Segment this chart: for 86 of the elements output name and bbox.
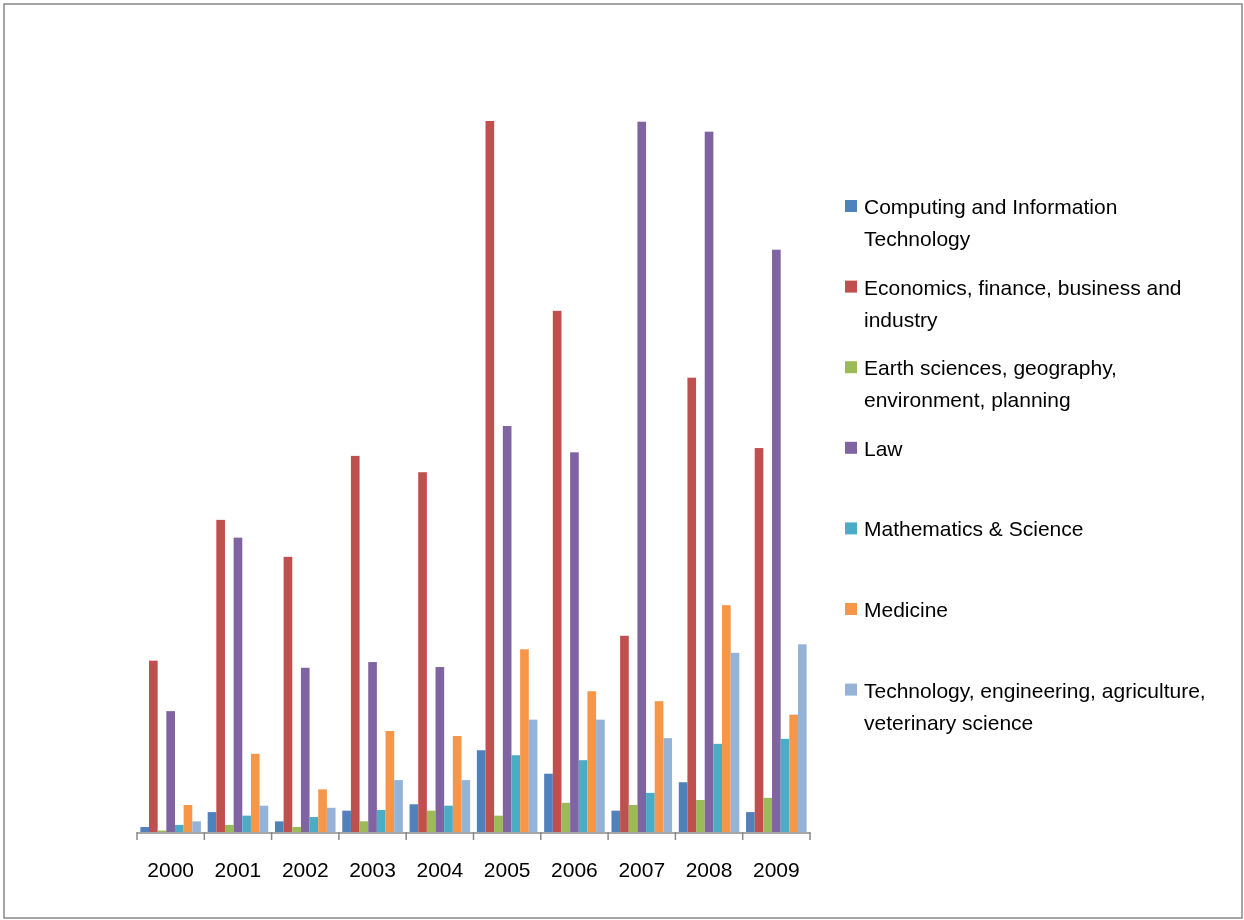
legend-label: Technology, engineering, agriculture, veterinary science <box>864 678 1206 734</box>
bar <box>452 736 462 832</box>
bar <box>216 519 225 832</box>
bar <box>722 605 731 832</box>
bar <box>746 812 755 832</box>
bar <box>183 804 193 832</box>
x-tick-label: 2002 <box>281 858 329 881</box>
bar <box>511 755 521 832</box>
bar <box>250 753 260 832</box>
x-tick-label: 2009 <box>752 858 800 881</box>
bar <box>224 824 234 832</box>
bar <box>520 649 529 832</box>
bar <box>789 714 798 832</box>
x-tick-label: 2007 <box>618 858 666 881</box>
bar <box>326 807 336 832</box>
bar <box>780 738 790 832</box>
x-tick-label: 2000 <box>147 858 195 881</box>
bar <box>342 810 351 832</box>
x-tick-label: 2006 <box>551 858 598 881</box>
bar <box>242 815 251 832</box>
x-tick-label: 2008 <box>685 858 733 881</box>
x-tick-label: 2001 <box>214 858 262 881</box>
bar <box>192 821 201 832</box>
bar <box>646 792 655 832</box>
bar <box>149 660 158 832</box>
bar <box>654 701 664 832</box>
bar <box>233 537 243 832</box>
bar <box>763 797 773 832</box>
bar <box>663 738 673 832</box>
bar <box>620 635 629 832</box>
x-tick-label: 2003 <box>349 858 396 881</box>
bar <box>552 310 562 832</box>
bar <box>426 810 436 832</box>
x-tick-label: 2004 <box>416 858 464 881</box>
bar <box>628 804 638 832</box>
legend-label: Earth sciences, geography, environment, planning <box>864 355 1117 411</box>
bar <box>140 827 150 832</box>
x-tick-label: 2005 <box>483 858 531 881</box>
bar <box>797 644 807 832</box>
legend-label: Mathematics & Science <box>864 516 1084 540</box>
bar <box>166 711 175 832</box>
bar <box>754 448 764 832</box>
bar <box>394 780 403 832</box>
bar <box>259 805 269 832</box>
legend-label: Computing and Information Technology <box>864 194 1118 250</box>
bar <box>611 810 621 832</box>
bar <box>587 691 597 832</box>
bar <box>696 800 705 832</box>
bar <box>544 773 553 832</box>
legend-label: Economics, finance, business and industry <box>864 275 1182 331</box>
bar <box>359 821 369 832</box>
legend-label: Medicine <box>864 597 949 621</box>
bar <box>174 824 184 832</box>
bar <box>678 782 688 832</box>
bar <box>494 815 503 832</box>
bar <box>476 750 486 832</box>
bar <box>376 809 386 832</box>
bar <box>418 472 427 832</box>
bar <box>368 662 377 832</box>
bar <box>730 652 740 832</box>
bar <box>570 452 579 832</box>
bar <box>561 802 571 832</box>
bar <box>318 789 327 832</box>
bar <box>772 249 781 832</box>
bar <box>300 667 310 832</box>
bar <box>461 780 471 832</box>
bar <box>283 556 293 832</box>
bar <box>637 121 647 832</box>
bar <box>502 426 512 832</box>
bar <box>274 821 284 832</box>
bar <box>435 667 445 832</box>
bar <box>485 121 495 832</box>
legend-label: Law <box>864 436 904 460</box>
bar <box>528 719 538 832</box>
bar <box>409 804 419 832</box>
bar <box>207 812 217 832</box>
bar <box>596 719 605 832</box>
bar <box>309 817 319 832</box>
bar <box>385 731 395 832</box>
bar <box>687 377 697 832</box>
bar <box>350 455 360 832</box>
bar <box>713 743 723 832</box>
bar <box>704 131 714 832</box>
bar <box>444 805 453 832</box>
bar <box>578 760 588 832</box>
bar <box>292 827 301 832</box>
